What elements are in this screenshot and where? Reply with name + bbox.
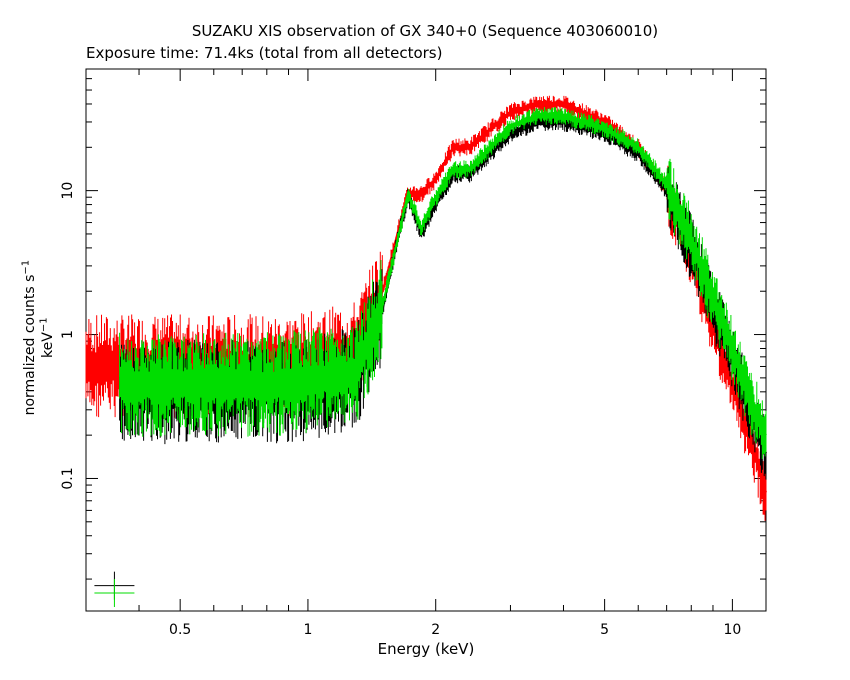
series-0-errorbars — [85, 95, 767, 521]
y-tick-label: 0.1 — [60, 467, 76, 489]
x-tick-label: 2 — [431, 622, 440, 638]
series-0 — [85, 95, 767, 521]
y-tick-label: 1 — [60, 330, 76, 339]
series-2 — [119, 107, 767, 459]
y-label-exp1: −1 — [20, 259, 32, 275]
x-axis-label: Energy (keV) — [377, 640, 475, 658]
y-tick-label: 10 — [60, 182, 76, 200]
y-label-mid: keV — [39, 332, 56, 358]
x-tick-label: 10 — [723, 622, 741, 638]
chart-subtitle: Exposure time: 71.4ks (total from all de… — [86, 44, 443, 62]
y-label-exp2: −1 — [38, 317, 49, 333]
x-tick-label: 0.5 — [169, 622, 191, 638]
axis-ticks: 0.5 1 2 5 10 0.1 1 10 — [60, 68, 766, 638]
series-2-errorbars — [119, 107, 767, 459]
x-tick-label: 1 — [303, 622, 312, 638]
data-series — [85, 95, 767, 521]
series-2-curve — [119, 115, 767, 436]
y-axis-label: normalized counts s−1 keV−1 — [20, 238, 55, 438]
x-tick-label: 5 — [600, 622, 609, 638]
y-label-main: normalized counts s — [22, 274, 38, 416]
legend-marks — [94, 571, 135, 608]
chart-title: SUZAKU XIS observation of GX 340+0 (Sequ… — [191, 22, 659, 40]
